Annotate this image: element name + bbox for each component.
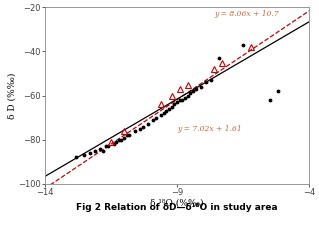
Text: y = 7.02x + 1.61: y = 7.02x + 1.61 — [177, 125, 242, 133]
Y-axis label: δ D (%‰): δ D (%‰) — [7, 72, 16, 119]
Text: Fig 2 Relation of δD—δ¹⁸O in study area: Fig 2 Relation of δD—δ¹⁸O in study area — [76, 203, 278, 212]
X-axis label: δ ¹⁸O (%‰): δ ¹⁸O (%‰) — [150, 198, 204, 207]
Text: y = 8.06x + 10.7: y = 8.06x + 10.7 — [214, 10, 279, 18]
